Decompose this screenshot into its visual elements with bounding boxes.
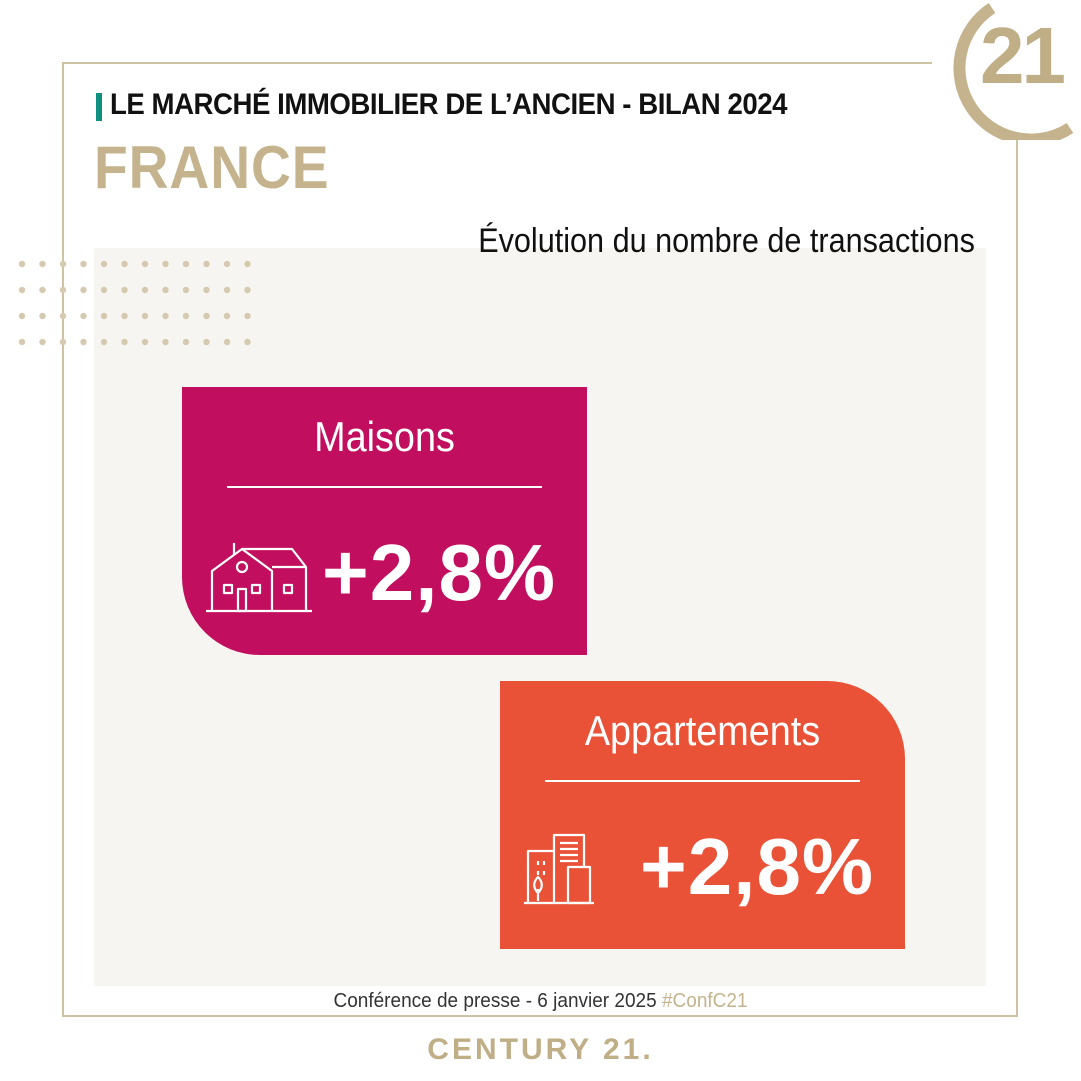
footer-hashtag: #ConfC21 <box>661 990 748 1012</box>
decoration-dot <box>203 260 210 268</box>
decoration-dot <box>39 338 46 346</box>
decoration-dot <box>39 260 46 268</box>
logo-arc-icon <box>953 2 1074 140</box>
card-label: Appartements <box>584 707 821 754</box>
page-subtitle: FRANCE <box>94 134 330 201</box>
decoration-dot <box>39 286 46 294</box>
decoration-dot <box>203 338 210 346</box>
chart-heading: Évolution du nombre de transactions <box>478 222 975 260</box>
decoration-dot <box>223 260 231 268</box>
decoration-dot <box>121 286 128 294</box>
logo-number: 21 <box>980 11 1066 100</box>
house-icon <box>206 543 312 613</box>
decoration-dot <box>59 338 67 346</box>
decoration-dot <box>121 260 128 268</box>
decoration-dot <box>141 260 149 268</box>
card-appartements: Appartements +2,8% <box>500 681 905 949</box>
decoration-dot <box>141 338 149 346</box>
card-divider <box>545 780 860 782</box>
card-divider <box>227 486 542 488</box>
decoration-dot <box>80 286 87 294</box>
decoration-dot <box>18 312 26 320</box>
decoration-dot <box>59 286 67 294</box>
decoration-dot <box>121 338 128 346</box>
decoration-dot <box>100 260 108 268</box>
decoration-dot <box>244 260 251 268</box>
decoration-dot <box>100 286 108 294</box>
decoration-dot <box>100 338 108 346</box>
decoration-dot <box>80 338 87 346</box>
decoration-dot <box>141 312 149 320</box>
dot-grid-decoration <box>18 260 251 346</box>
footer-caption: Conférence de presse - 6 janvier 2025 #C… <box>27 990 1054 1013</box>
content-frame <box>62 62 1018 1017</box>
decoration-dot <box>100 312 108 320</box>
decoration-dot <box>18 286 26 294</box>
century21-logo <box>932 0 1081 140</box>
decoration-dot <box>182 338 190 346</box>
decoration-dot <box>162 338 169 346</box>
card-value: +2,8% <box>322 528 557 617</box>
decoration-dot <box>223 286 231 294</box>
decoration-dot <box>223 312 231 320</box>
decoration-dot <box>203 286 210 294</box>
decoration-dot <box>80 260 87 268</box>
decoration-dot <box>203 312 210 320</box>
decoration-dot <box>182 312 190 320</box>
page-title: LE MARCHÉ IMMOBILIER DE L’ANCIEN - BILAN… <box>110 88 788 121</box>
decoration-dot <box>18 260 26 268</box>
decoration-dot <box>182 260 190 268</box>
title-accent-bar <box>96 93 102 121</box>
card-value: +2,8% <box>640 822 875 911</box>
decoration-dot <box>244 338 251 346</box>
building-icon <box>524 833 594 905</box>
footer-text: Conférence de presse - 6 janvier 2025 <box>333 990 657 1012</box>
decoration-dot <box>59 260 67 268</box>
decoration-dot <box>141 286 149 294</box>
decoration-dot <box>244 312 251 320</box>
card-maisons: Maisons +2,8% <box>182 387 587 655</box>
decoration-dot <box>59 312 67 320</box>
decoration-dot <box>223 338 231 346</box>
card-label: Maisons <box>314 413 455 460</box>
decoration-dot <box>162 260 169 268</box>
decoration-dot <box>121 312 128 320</box>
decoration-dot <box>80 312 87 320</box>
decoration-dot <box>162 286 169 294</box>
brand-wordmark: CENTURY 21. <box>427 1033 654 1066</box>
decoration-dot <box>39 312 46 320</box>
decoration-dot <box>18 338 26 346</box>
decoration-dot <box>162 312 169 320</box>
decoration-dot <box>244 286 251 294</box>
decoration-dot <box>182 286 190 294</box>
